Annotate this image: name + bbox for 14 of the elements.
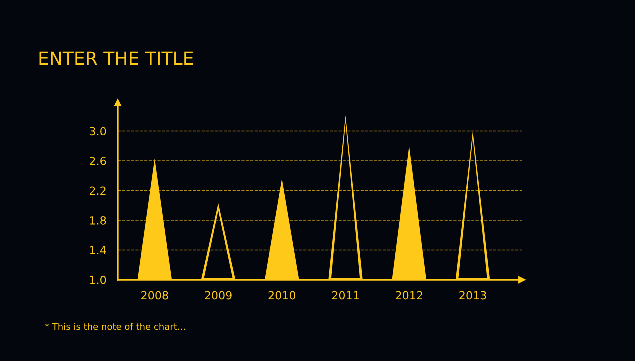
y-tick-label: 2.6 <box>90 156 106 166</box>
y-tick-label: 2.2 <box>90 186 106 195</box>
y-tick-label: 1.4 <box>90 246 106 254</box>
x-tick-label: 2011 <box>332 291 359 300</box>
y-tick-label: 1.0 <box>90 276 106 284</box>
x-tick-label: 2010 <box>268 291 296 300</box>
chart-title: ENTER THE TITLE <box>40 52 194 65</box>
x-tick-label: 2009 <box>205 291 232 300</box>
x-tick-label: 2008 <box>142 291 168 300</box>
text: * This is the note of the chart... <box>45 323 186 330</box>
y-tick-label: 1.8 <box>90 216 106 225</box>
x-tick-label: 2012 <box>396 291 422 300</box>
x-tick-label: 2013 <box>460 291 486 300</box>
y-tick-label: 3.0 <box>90 127 106 136</box>
